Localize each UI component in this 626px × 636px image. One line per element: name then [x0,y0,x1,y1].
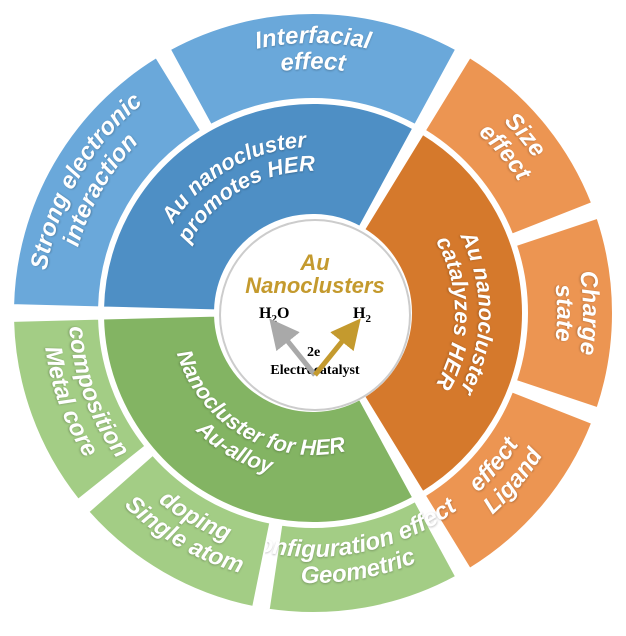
center-title-l2: Nanoclusters [245,273,384,298]
radial-diagram: Au nanoclusterpromotes HERStrong electro… [0,0,626,636]
outer-label-blue-1: effect [279,48,348,77]
center-circle: Au Nanoclusters H2O H2 2e Electrocatalys… [219,219,411,411]
outer-label-orange-1: state [550,283,578,343]
arc-right [315,323,357,375]
outer-label-orange-1: Charge [574,269,604,357]
center-title: Au Nanoclusters [245,251,384,297]
center-mid-label: 2e [307,345,320,361]
center-title-l1: Au [300,250,329,275]
